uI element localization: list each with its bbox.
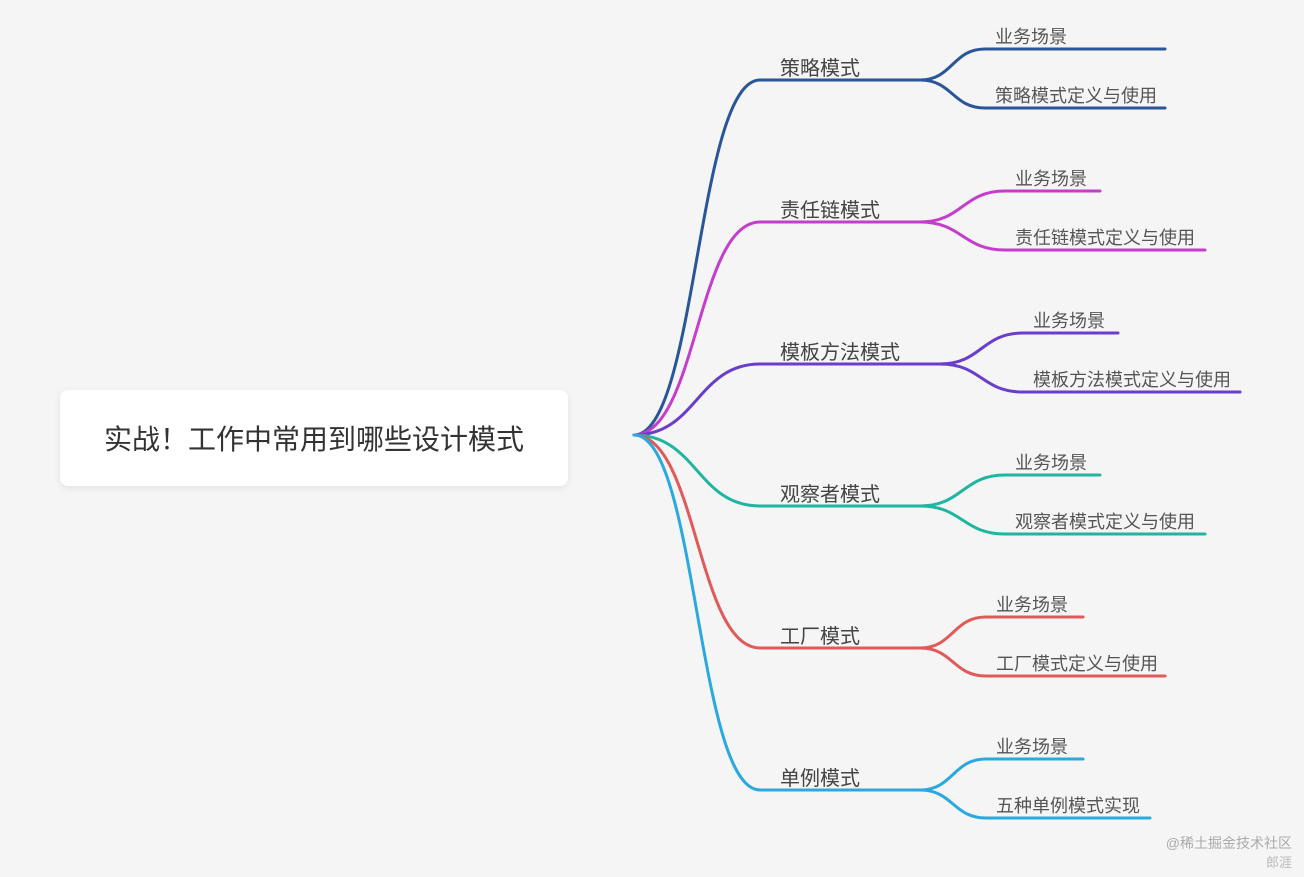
watermark-author: 郎涯	[1266, 852, 1292, 871]
leaf-label: 责任链模式定义与使用	[1015, 228, 1195, 248]
branch-label: 模板方法模式	[780, 342, 900, 364]
branch-node: 工厂模式	[780, 620, 860, 649]
leaf-node: 业务场景	[995, 23, 1067, 49]
leaf-node: 业务场景	[1015, 449, 1087, 475]
leaf-node: 责任链模式定义与使用	[1015, 224, 1195, 250]
leaf-node: 策略模式定义与使用	[995, 82, 1157, 108]
branch-node: 模板方法模式	[780, 336, 900, 365]
branch-node: 责任链模式	[780, 194, 880, 223]
leaf-label: 业务场景	[1015, 169, 1087, 189]
leaf-label: 业务场景	[1033, 311, 1105, 331]
leaf-node: 业务场景	[996, 733, 1068, 759]
leaf-label: 模板方法模式定义与使用	[1033, 370, 1231, 390]
leaf-node: 五种单例模式实现	[996, 792, 1140, 818]
leaf-node: 模板方法模式定义与使用	[1033, 366, 1231, 392]
branch-node: 单例模式	[780, 762, 860, 791]
branch-label: 策略模式	[780, 58, 860, 80]
watermark-community: @稀土掘金技术社区	[1166, 833, 1292, 853]
root-node-text: 实战！工作中常用到哪些设计模式	[104, 424, 524, 455]
branch-label: 观察者模式	[780, 484, 880, 506]
branch-label: 工厂模式	[780, 626, 860, 648]
leaf-label: 业务场景	[1015, 453, 1087, 473]
leaf-node: 业务场景	[1033, 307, 1105, 333]
leaf-label: 策略模式定义与使用	[995, 86, 1157, 106]
leaf-node: 业务场景	[1015, 165, 1087, 191]
leaf-label: 业务场景	[996, 737, 1068, 757]
branch-node: 策略模式	[780, 52, 860, 81]
leaf-node: 观察者模式定义与使用	[1015, 508, 1195, 534]
branch-node: 观察者模式	[780, 478, 880, 507]
branch-label: 责任链模式	[780, 200, 880, 222]
leaf-label: 工厂模式定义与使用	[996, 654, 1158, 674]
leaf-node: 工厂模式定义与使用	[996, 650, 1158, 676]
leaf-node: 业务场景	[996, 591, 1068, 617]
branch-label: 单例模式	[780, 768, 860, 790]
leaf-label: 观察者模式定义与使用	[1015, 512, 1195, 532]
leaf-label: 五种单例模式实现	[996, 796, 1140, 816]
leaf-label: 业务场景	[995, 27, 1067, 47]
root-node: 实战！工作中常用到哪些设计模式	[60, 390, 568, 486]
leaf-label: 业务场景	[996, 595, 1068, 615]
